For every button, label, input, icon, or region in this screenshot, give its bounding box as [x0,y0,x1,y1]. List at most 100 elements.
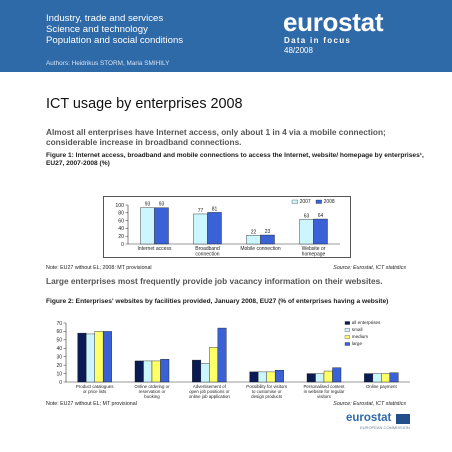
bar [209,347,219,383]
figure-2-note: Note: EU27 without EL; MT provisional [46,401,137,407]
bar [381,373,391,383]
bar [160,359,170,383]
y-tick-label: 30 [56,355,62,361]
bar [257,371,267,383]
category-label: Broadband [195,246,220,252]
y-tick-label: 40 [118,226,124,232]
y-tick-label: 20 [56,363,62,369]
y-tick-label: 70 [56,321,62,327]
lead-paragraph-2: Large enterprises most frequently provid… [46,276,383,286]
data-label: 64 [318,213,324,219]
authors: Authors: Heidrikus STORM, Maria SMIHILY [46,60,170,67]
bar [94,331,104,383]
footer-logo: eurostat EUROPEAN COMMISSION [346,412,410,430]
bar [151,360,161,383]
issue-number: 48/2008 [284,46,313,55]
category-label: Internet access [138,246,172,252]
data-label: 22 [251,229,257,235]
data-label: 23 [265,229,271,235]
data-label: 93 [159,202,165,208]
figure-1-source: Source: Eurostat, ICT statistics [333,265,406,271]
y-tick-label: 0 [121,242,124,248]
y-tick-label: 0 [59,380,62,386]
figure-2-source: Source: Eurostat, ICT statistics [333,401,406,407]
page-title: ICT usage by enterprises 2008 [46,96,243,112]
legend-swatch [344,335,350,339]
legend-label: all enterprises [352,320,381,325]
y-tick-label: 10 [56,371,62,377]
legend-label: 2008 [324,199,335,205]
category-label: connection [195,252,219,258]
bar [323,370,333,383]
category-label: Mobile connection [240,246,281,252]
bar [372,373,382,383]
bar [306,373,316,383]
footer-commission: EUROPEAN COMMISSION [360,425,410,430]
data-label: 81 [212,206,218,212]
legend-swatch [315,199,322,204]
bar [266,371,276,383]
category-label: visitors [317,394,331,399]
legend-swatch [344,342,350,346]
topic-item: Science and technology [46,24,148,35]
bar [364,373,374,383]
figure-2-notes: Note: EU27 without EL; MT provisional So… [46,401,406,407]
topic-list: Industry, trade and services Science and… [46,13,183,46]
category-label: Possibility for visitors [246,384,288,389]
category-label: Online ordering or [134,384,170,389]
category-label: in website for regular [304,389,345,394]
bar [192,359,202,383]
category-label: open job positions or [189,389,230,394]
category-label: or price lists [83,389,107,394]
bar [260,234,275,245]
figure-1-notes: Note: EU27 without EL; 2008: MT provisio… [46,265,406,271]
y-tick-label: 60 [118,218,124,224]
category-label: online job application [189,394,231,399]
y-tick-label: 100 [115,203,124,209]
lead-paragraph-1: Almost all enterprises have Internet acc… [46,127,386,147]
legend-swatch [344,328,350,332]
legend-swatch [291,199,298,204]
bar [313,218,328,245]
y-tick-label: 50 [56,338,62,344]
legend-swatch [344,321,350,325]
category-label: to customise or [252,389,282,394]
bar [217,327,227,383]
bar [389,372,399,383]
legend-label: medium [352,334,369,339]
figure-2-caption: Figure 2: Enterprises' websites by facil… [46,298,389,305]
topic-item: Population and social conditions [46,35,184,46]
footer-brand: eurostat [346,412,392,424]
report-header: Industry, trade and services Science and… [0,0,452,72]
figure-1-caption: Figure 1: Internet access, broadband and… [46,152,424,167]
bar [207,212,222,245]
category-label: Website or [302,246,326,252]
category-label: booking [144,394,160,399]
figure-1-note: Note: EU27 without EL; 2008: MT provisio… [46,265,152,271]
legend-label: 2007 [300,199,311,205]
bar [274,370,284,383]
eurostat-logo: eurostat [283,7,384,37]
legend-label: small [352,327,363,332]
data-label: 77 [198,208,204,214]
bar [134,360,144,383]
topic-item: Industry, trade and services [46,13,164,24]
category-label: design products [251,394,283,399]
bar [315,373,325,383]
bar [200,363,210,383]
y-tick-label: 60 [56,329,62,335]
bar [85,333,95,383]
bar [154,207,169,245]
legend-label: large [352,341,363,346]
category-label: Personalised content [303,384,345,389]
bar [249,371,259,383]
eu-flag-icon [396,414,410,424]
y-tick-label: 80 [118,211,124,217]
category-label: Product catalogues [76,384,114,389]
bar [143,360,153,383]
series-name: Data in focus [284,36,352,45]
category-label: reservation or [139,389,166,394]
category-label: homepage [302,252,326,258]
